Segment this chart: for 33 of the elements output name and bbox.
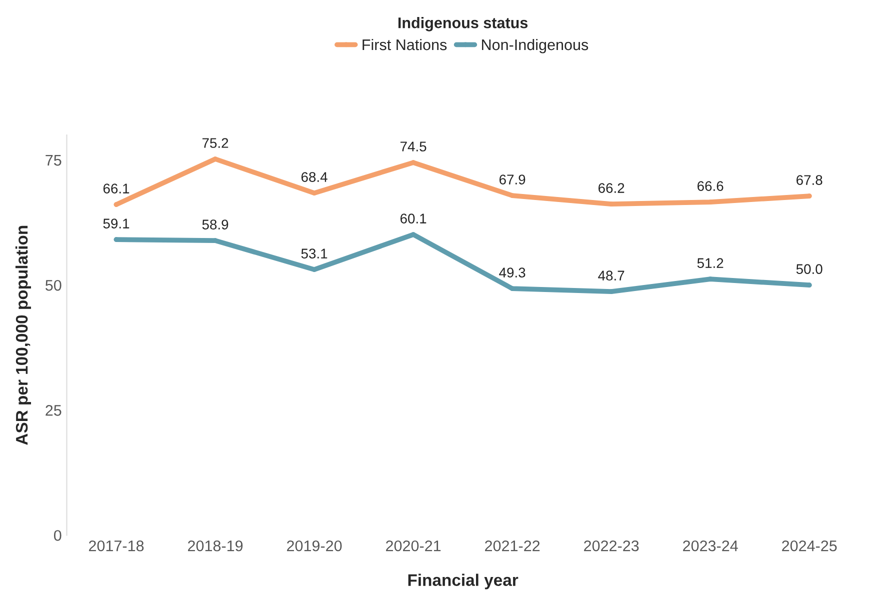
data-label: 74.5 bbox=[400, 142, 426, 152]
data-label: 51.2 bbox=[697, 258, 724, 268]
x-tick-label: 2022-23 bbox=[584, 540, 639, 552]
data-label: 49.3 bbox=[499, 268, 526, 278]
x-tick-label: 2018-19 bbox=[188, 540, 243, 552]
data-label: 66.1 bbox=[103, 184, 130, 194]
data-label: 60.1 bbox=[400, 214, 426, 224]
data-label: 66.6 bbox=[698, 181, 724, 191]
data-label: 53.1 bbox=[301, 248, 328, 258]
legend-label: First Nations bbox=[362, 38, 447, 50]
data-label: 58.9 bbox=[202, 220, 228, 230]
data-label: 67.8 bbox=[796, 175, 822, 185]
data-label: 75.2 bbox=[202, 138, 228, 148]
x-tick-label: 2020-21 bbox=[386, 540, 441, 552]
y-tick-label: 0 bbox=[54, 530, 62, 541]
legend-label: Non-Indigenous bbox=[482, 38, 588, 54]
data-label: 59.1 bbox=[103, 218, 130, 228]
y-axis-title: ASR per 100,000 population bbox=[15, 226, 32, 445]
data-label: 48.7 bbox=[598, 270, 624, 280]
data-label: 67.9 bbox=[499, 174, 526, 184]
data-label: 50.0 bbox=[796, 264, 822, 274]
x-tick-label: 2017-18 bbox=[88, 540, 144, 552]
y-tick-label: 25 bbox=[46, 405, 62, 416]
x-tick-label: 2021-22 bbox=[485, 540, 540, 552]
x-tick-label: 2019-20 bbox=[287, 540, 342, 552]
data-label: 68.4 bbox=[301, 172, 328, 182]
x-tick-label: 2024-25 bbox=[782, 540, 837, 552]
data-label: 66.2 bbox=[598, 183, 624, 193]
y-tick-label: 50 bbox=[46, 280, 62, 291]
x-tick-label: 2023-24 bbox=[683, 540, 738, 552]
legend-title: Indigenous status bbox=[398, 17, 528, 32]
x-axis-title: Financial year bbox=[408, 574, 518, 590]
y-tick-label: 75 bbox=[46, 155, 62, 166]
